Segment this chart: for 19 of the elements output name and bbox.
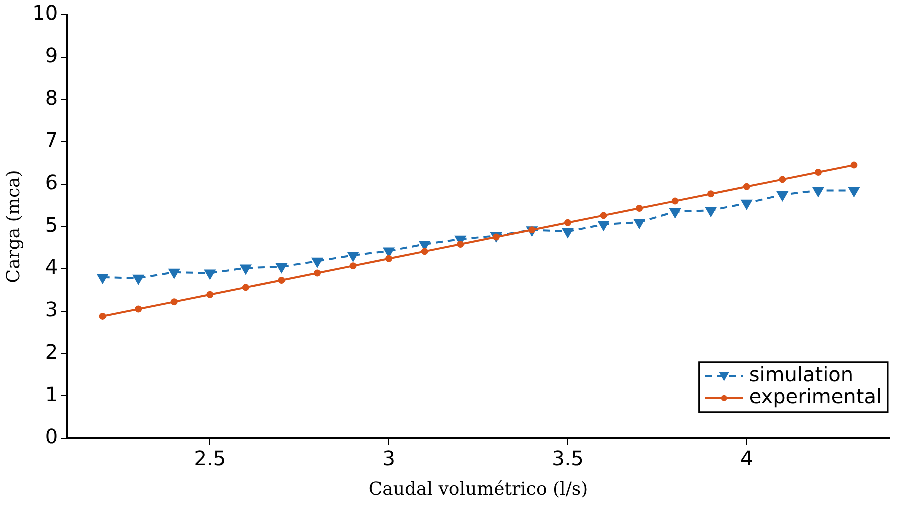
x-axis-title: Caudal volumétrico (l/s) <box>368 478 588 500</box>
y-tick-label: 10 <box>32 1 58 26</box>
y-tick-label: 6 <box>45 170 58 195</box>
y-tick-label: 9 <box>45 44 58 68</box>
x-tick-label: 4 <box>740 446 754 471</box>
x-tick-label: 3.5 <box>552 446 584 471</box>
y-tick-label: 5 <box>45 212 58 237</box>
legend-label: experimental <box>749 384 882 409</box>
y-tick-label: 1 <box>45 382 58 406</box>
y-tick-label: 0 <box>45 424 58 449</box>
y-tick-label: 8 <box>45 86 58 110</box>
y-tick-label: 4 <box>45 255 58 280</box>
y-tick-label: 7 <box>45 128 58 152</box>
y-tick-label: 3 <box>45 298 58 322</box>
legend-label: simulation <box>749 362 854 387</box>
y-tick-label: 2 <box>45 340 58 364</box>
x-tick-label: 2.5 <box>194 446 226 471</box>
y-axis-title: Carga (mca) <box>3 170 24 284</box>
x-tick-label: 3 <box>382 446 396 471</box>
